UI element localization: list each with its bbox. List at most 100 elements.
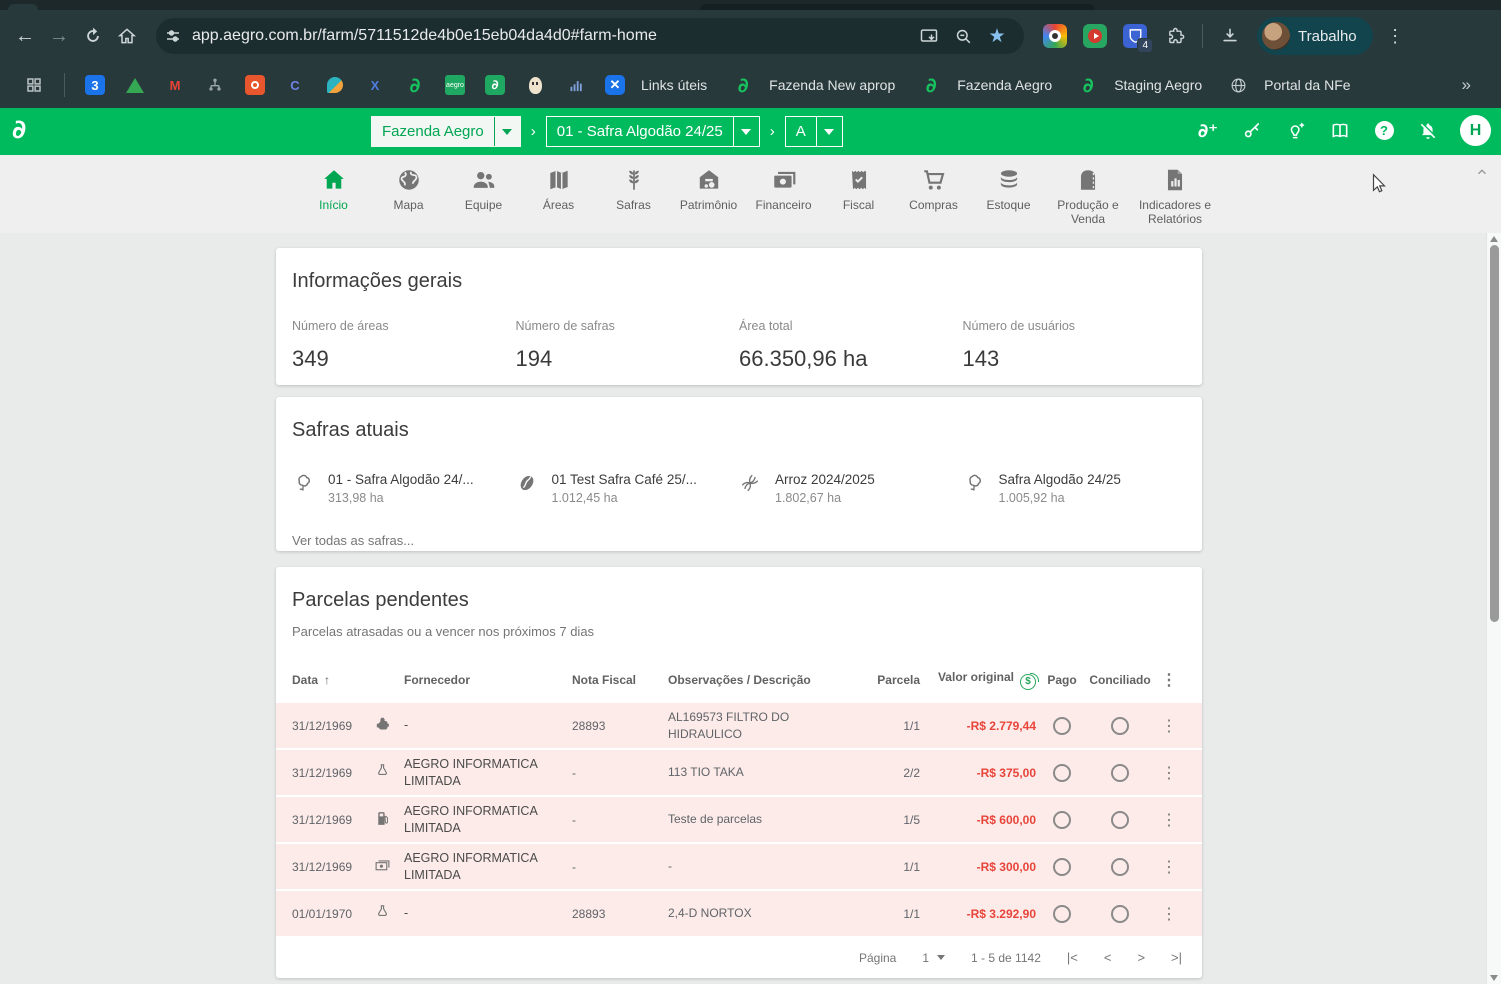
row-menu-icon[interactable]: ⋮ (1152, 857, 1186, 877)
favicon-aegro-wordmark[interactable]: aegro (445, 75, 465, 95)
favicon-links-uteis[interactable]: ✕ (605, 75, 625, 95)
col-observacoes[interactable]: Observações / Descrição (668, 673, 864, 687)
help-icon[interactable]: ? (1372, 119, 1396, 143)
pago-toggle[interactable] (1053, 905, 1071, 923)
season-item[interactable]: 01 Test Safra Café 25/...1.012,45 ha (516, 472, 740, 505)
pago-toggle[interactable] (1053, 811, 1071, 829)
favicon-calendar[interactable]: 3 (85, 75, 105, 95)
season-select[interactable]: 01 - Safra Algodão 24/25 (546, 116, 760, 147)
site-settings-icon[interactable] (164, 27, 182, 45)
col-pago[interactable]: Pago (1036, 673, 1088, 687)
conciliado-toggle[interactable] (1111, 764, 1129, 782)
next-page-icon[interactable]: > (1137, 950, 1145, 965)
first-page-icon[interactable]: |< (1067, 950, 1078, 965)
farm-select[interactable]: Fazenda Aegro (371, 116, 521, 147)
table-row[interactable]: 31/12/1969 - 28893 AL169573 FILTRO DO HI… (276, 703, 1202, 750)
nav-inicio[interactable]: Início (296, 167, 371, 213)
aegro-logo[interactable]: ∂ (12, 115, 26, 145)
last-page-icon[interactable]: >| (1171, 950, 1182, 965)
row-menu-icon[interactable]: ⋮ (1152, 763, 1186, 783)
nav-fiscal[interactable]: Fiscal (821, 167, 896, 213)
table-row[interactable]: 31/12/1969 AEGRO INFORMATICA LIMITADA - … (276, 844, 1202, 891)
season-item[interactable]: Safra Algodão 24/251.005,92 ha (963, 472, 1187, 505)
col-conciliado[interactable]: Conciliado (1088, 673, 1152, 687)
conciliado-toggle[interactable] (1111, 811, 1129, 829)
sort-ascending-icon[interactable]: ↑ (324, 673, 330, 687)
favicon-staging-aegro[interactable]: ∂ (1078, 75, 1098, 95)
nav-financeiro[interactable]: Financeiro (746, 167, 821, 213)
favicon-orange-app[interactable] (245, 75, 265, 95)
pago-toggle[interactable] (1053, 858, 1071, 876)
send-to-device-icon[interactable] (912, 19, 946, 53)
col-valor-original[interactable]: Valor original$ (920, 670, 1036, 690)
field-select-caret[interactable] (816, 117, 842, 146)
nav-estoque[interactable]: Estoque (971, 167, 1046, 213)
favicon-egg-mascot[interactable] (525, 75, 545, 95)
season-select-caret[interactable] (733, 117, 759, 146)
conciliado-toggle[interactable] (1111, 717, 1129, 735)
url-text[interactable]: app.aegro.com.br/farm/5711512de4b0e15eb0… (192, 27, 912, 45)
refresh-icon[interactable] (76, 19, 110, 53)
col-nota-fiscal[interactable]: Nota Fiscal (572, 673, 668, 687)
bookmark-links-uteis[interactable]: Links úteis (641, 77, 707, 93)
nav-areas[interactable]: Áreas (521, 167, 596, 213)
browser-menu-icon[interactable]: ⋮ (1379, 19, 1413, 53)
nav-indicadores-relatorios[interactable]: Indicadores e Relatórios (1130, 167, 1220, 227)
nav-mapa[interactable]: Mapa (371, 167, 446, 213)
table-row[interactable]: 01/01/1970 - 28893 2,4-D NORTOX 1/1 -R$ … (276, 891, 1202, 938)
nav-producao-venda[interactable]: Produção e Venda (1046, 167, 1130, 227)
row-menu-icon[interactable]: ⋮ (1152, 904, 1186, 924)
favicon-sitemap[interactable] (205, 75, 225, 95)
notifications-off-icon[interactable] (1416, 119, 1440, 143)
nav-compras[interactable]: Compras (896, 167, 971, 213)
extension-play-icon[interactable] (1078, 19, 1112, 53)
book-icon[interactable] (1328, 119, 1352, 143)
user-avatar[interactable]: H (1460, 115, 1491, 146)
forward-icon[interactable]: → (42, 19, 76, 53)
scroll-down-icon[interactable] (1490, 975, 1498, 981)
page-scrollbar[interactable] (1486, 233, 1501, 984)
zoom-icon[interactable] (946, 19, 980, 53)
col-data[interactable]: Data↑ (292, 673, 374, 687)
address-bar[interactable]: app.aegro.com.br/farm/5711512de4b0e15eb0… (156, 18, 1024, 54)
favicon-x-app[interactable]: X (365, 75, 385, 95)
apps-grid-icon[interactable] (24, 75, 44, 95)
aegro-plus-icon[interactable]: ∂⁺ (1196, 119, 1220, 143)
extension-camera-icon[interactable] (1038, 19, 1072, 53)
favicon-c-app[interactable]: C (285, 75, 305, 95)
conciliado-toggle[interactable] (1111, 905, 1129, 923)
extension-bitwarden-icon[interactable]: 4 (1118, 19, 1152, 53)
farm-select-caret[interactable] (494, 117, 520, 146)
table-row[interactable]: 31/12/1969 AEGRO INFORMATICA LIMITADA - … (276, 750, 1202, 797)
favicon-fazenda-new[interactable]: ∂ (733, 75, 753, 95)
nav-patrimonio[interactable]: Patrimônio (671, 167, 746, 213)
browser-profile-button[interactable]: Trabalho (1257, 17, 1373, 55)
row-menu-icon[interactable]: ⋮ (1152, 716, 1186, 736)
lightbulb-icon[interactable] (1284, 119, 1308, 143)
favicon-drive[interactable] (125, 75, 145, 95)
field-select[interactable]: A (785, 116, 843, 147)
bookmark-fazenda-aegro[interactable]: Fazenda Aegro (957, 77, 1052, 93)
pago-toggle[interactable] (1053, 764, 1071, 782)
season-item[interactable]: Arroz 2024/20251.802,67 ha (739, 472, 963, 505)
back-icon[interactable]: ← (8, 19, 42, 53)
key-icon[interactable] (1240, 119, 1264, 143)
pago-toggle[interactable] (1053, 717, 1071, 735)
row-menu-icon[interactable]: ⋮ (1152, 810, 1186, 830)
scroll-up-icon[interactable] (1490, 236, 1498, 242)
conciliado-toggle[interactable] (1111, 858, 1129, 876)
bookmark-star-icon[interactable]: ★ (980, 19, 1014, 53)
favicon-aegro[interactable]: ∂ (405, 75, 425, 95)
favicon-parrot[interactable] (325, 75, 345, 95)
nav-safras[interactable]: Safras (596, 167, 671, 213)
col-parcela[interactable]: Parcela (864, 673, 920, 687)
scrollbar-thumb[interactable] (1490, 245, 1499, 622)
downloads-icon[interactable] (1213, 19, 1247, 53)
bookmark-fazenda-new-aprop[interactable]: Fazenda New aprop (769, 77, 895, 93)
favicon-gmail[interactable]: M (165, 75, 185, 95)
favicon-fazenda-aegro[interactable]: ∂ (921, 75, 941, 95)
favicon-aegro-square[interactable]: ∂ (485, 75, 505, 95)
page-select[interactable]: 1 (922, 951, 945, 965)
bookmark-staging-aegro[interactable]: Staging Aegro (1114, 77, 1202, 93)
favicon-globe[interactable] (1228, 75, 1248, 95)
